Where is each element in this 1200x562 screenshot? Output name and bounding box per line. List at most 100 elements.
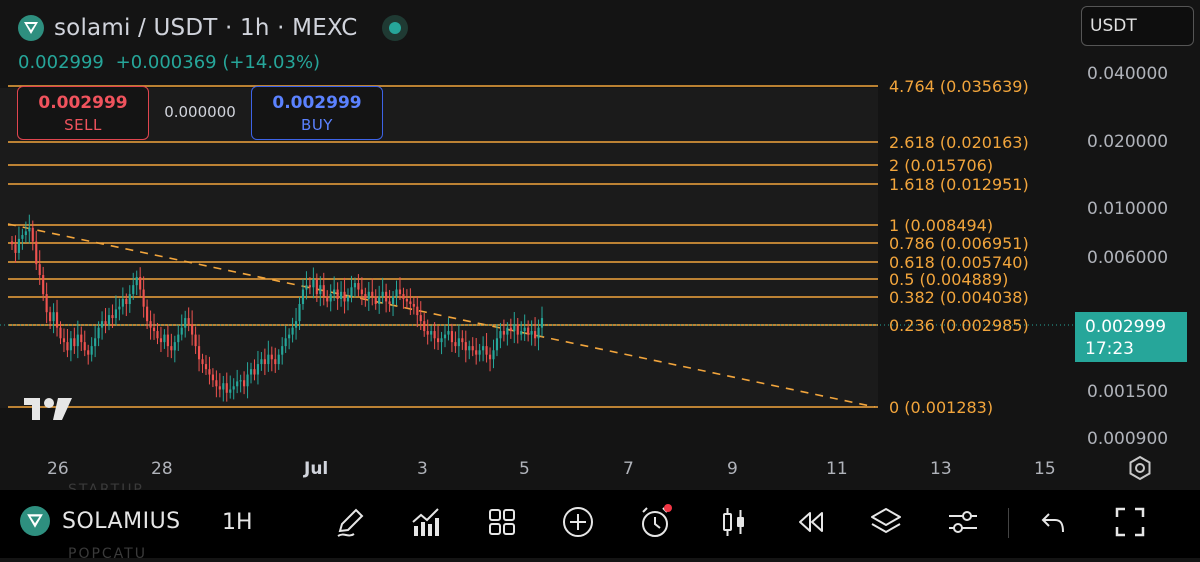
candle-body[interactable] <box>353 283 357 288</box>
candle-body[interactable] <box>225 383 228 393</box>
candle-body[interactable] <box>128 294 131 305</box>
candle-body[interactable] <box>201 359 204 365</box>
candle-body[interactable] <box>149 321 152 328</box>
candle-body[interactable] <box>502 331 505 335</box>
candle-body[interactable] <box>111 315 114 319</box>
candle-body[interactable] <box>537 327 540 339</box>
candle-body[interactable] <box>118 306 121 310</box>
candle-body[interactable] <box>49 312 52 322</box>
candle-body[interactable] <box>62 338 66 343</box>
candle-body[interactable] <box>482 346 485 351</box>
candle-body[interactable] <box>215 380 218 387</box>
candle-body[interactable] <box>66 342 69 351</box>
candle-body[interactable] <box>274 359 277 365</box>
candle-body[interactable] <box>55 312 59 328</box>
candle-body[interactable] <box>194 334 197 347</box>
candle-body[interactable] <box>139 276 142 290</box>
candle-body[interactable] <box>308 285 311 288</box>
candle-body[interactable] <box>59 327 62 339</box>
candle-body[interactable] <box>301 289 305 305</box>
candle-body[interactable] <box>423 321 426 332</box>
candle-body[interactable] <box>177 334 180 343</box>
candle-body[interactable] <box>371 291 374 297</box>
candle-body[interactable] <box>246 374 249 387</box>
candle-body[interactable] <box>208 369 211 375</box>
candle-body[interactable] <box>395 289 398 297</box>
candle-body[interactable] <box>222 383 225 390</box>
symbol-selector[interactable]: SOLAMIUS <box>20 506 181 536</box>
candle-body[interactable] <box>104 321 107 325</box>
candle-body[interactable] <box>90 346 93 355</box>
candle-body[interactable] <box>163 334 166 343</box>
candle-body[interactable] <box>159 338 163 343</box>
candle-body[interactable] <box>454 342 457 347</box>
candle-body[interactable] <box>42 275 45 295</box>
candle-body[interactable] <box>260 359 263 365</box>
candle-body[interactable] <box>180 327 183 335</box>
chart-area[interactable]: 4.764 (0.035639) 2.618 (0.020163) 2 (0.015… <box>0 0 1075 445</box>
layout-icon[interactable] <box>484 504 520 540</box>
sell-button[interactable]: 0.002999 SELL <box>17 86 149 140</box>
layers-icon[interactable] <box>868 504 904 540</box>
candle-body[interactable] <box>156 331 159 339</box>
candle-body[interactable] <box>173 342 176 351</box>
candle-body[interactable] <box>17 238 21 253</box>
candle-body[interactable] <box>249 369 253 375</box>
candle-body[interactable] <box>132 285 135 295</box>
candle-body[interactable] <box>197 346 201 360</box>
candle-body[interactable] <box>416 306 419 316</box>
candle-body[interactable] <box>426 331 429 335</box>
candle-body[interactable] <box>52 312 55 322</box>
candle-body[interactable] <box>239 380 242 382</box>
candle-body[interactable] <box>80 334 83 343</box>
candle-body[interactable] <box>350 287 353 297</box>
candle-body[interactable] <box>100 321 104 328</box>
candle-body[interactable] <box>333 289 336 295</box>
candle-body[interactable] <box>270 354 273 360</box>
candle-body[interactable] <box>191 324 194 335</box>
candle-body[interactable] <box>45 294 48 313</box>
candle-body[interactable] <box>419 315 422 322</box>
candle-body[interactable] <box>288 334 291 339</box>
candle-body[interactable] <box>499 331 502 339</box>
candle-body[interactable] <box>24 231 27 236</box>
candle-body[interactable] <box>236 381 239 387</box>
candle-body[interactable] <box>146 306 149 322</box>
candle-body[interactable] <box>315 278 318 295</box>
candle-body[interactable] <box>430 331 433 335</box>
candle-body[interactable] <box>281 346 284 355</box>
symbol-title[interactable]: solami / USDT · 1h · MEXC <box>54 15 358 41</box>
candle-body[interactable] <box>381 291 384 297</box>
candle-body[interactable] <box>152 327 156 332</box>
candle-body[interactable] <box>187 318 190 325</box>
currency-selector[interactable]: USDT <box>1081 6 1194 46</box>
candle-body[interactable] <box>312 278 315 288</box>
settings-sliders-icon[interactable] <box>945 504 981 540</box>
candle-body[interactable] <box>83 342 86 351</box>
candle-body[interactable] <box>114 309 117 319</box>
candle-body[interactable] <box>125 298 128 305</box>
candle-body[interactable] <box>211 374 214 381</box>
candle-body[interactable] <box>509 327 512 332</box>
candle-body[interactable] <box>97 327 100 339</box>
candle-body[interactable] <box>398 289 402 295</box>
candle-body[interactable] <box>485 346 488 355</box>
candle-body[interactable] <box>447 331 450 335</box>
candle-body[interactable] <box>378 296 381 305</box>
candle-body[interactable] <box>513 324 516 332</box>
candle-body[interactable] <box>464 342 467 351</box>
candle-body[interactable] <box>94 338 97 347</box>
candle-body[interactable] <box>492 350 495 360</box>
candle-body[interactable] <box>69 338 72 351</box>
alert-icon[interactable] <box>637 504 673 540</box>
candle-body[interactable] <box>38 264 41 276</box>
candle-body[interactable] <box>367 291 370 299</box>
candle-body[interactable] <box>357 283 360 290</box>
candle-body[interactable] <box>256 364 260 375</box>
candle-body[interactable] <box>471 346 474 351</box>
candle-body[interactable] <box>530 331 533 335</box>
candle-body[interactable] <box>218 386 221 390</box>
candle-body[interactable] <box>336 289 339 299</box>
candle-body[interactable] <box>21 235 24 239</box>
candle-body[interactable] <box>440 338 443 343</box>
